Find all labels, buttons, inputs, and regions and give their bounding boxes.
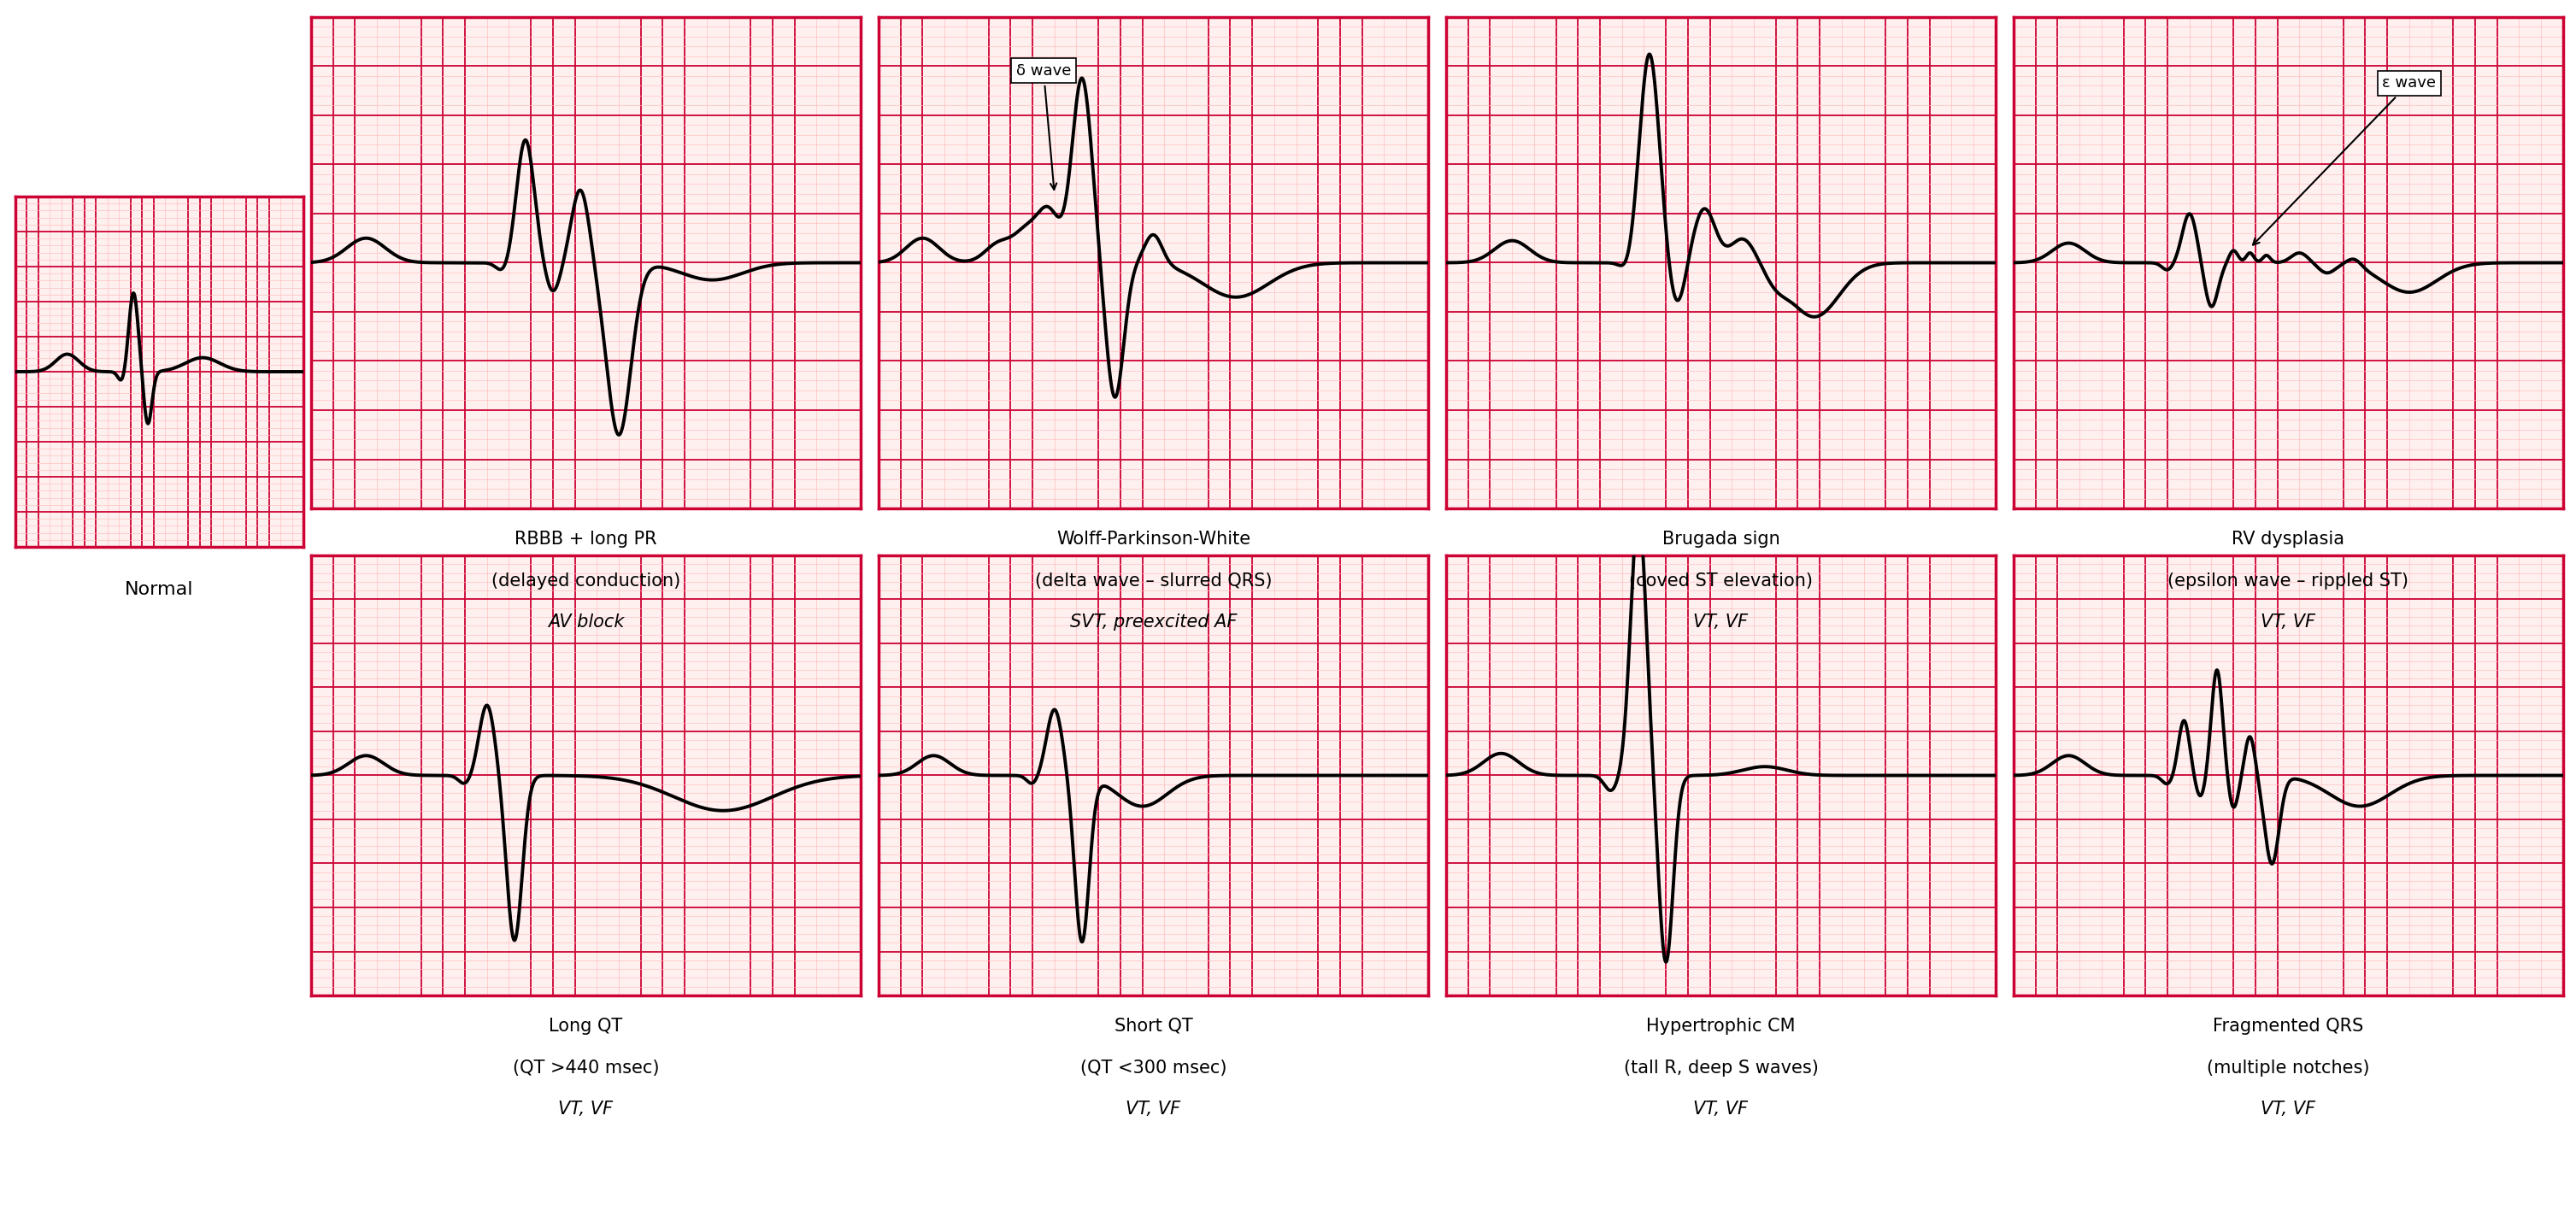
Text: Hypertrophic CM: Hypertrophic CM <box>1646 1017 1795 1034</box>
Text: VT, VF: VT, VF <box>1692 1101 1749 1118</box>
Text: (delayed conduction): (delayed conduction) <box>492 572 680 589</box>
Text: (tall R, deep S waves): (tall R, deep S waves) <box>1623 1059 1819 1076</box>
Text: (QT >440 msec): (QT >440 msec) <box>513 1059 659 1076</box>
Text: SVT, preexcited AF: SVT, preexcited AF <box>1069 614 1236 631</box>
Text: Brugada sign: Brugada sign <box>1662 530 1780 547</box>
Text: (QT <300 msec): (QT <300 msec) <box>1079 1059 1226 1076</box>
Text: Normal: Normal <box>126 582 193 599</box>
Text: RV dysplasia: RV dysplasia <box>2231 530 2344 547</box>
Text: δ wave: δ wave <box>1015 63 1072 190</box>
Text: ε wave: ε wave <box>2254 75 2437 245</box>
Text: Fragmented QRS: Fragmented QRS <box>2213 1017 2365 1034</box>
Text: Wolff-Parkinson-White: Wolff-Parkinson-White <box>1056 530 1249 547</box>
Text: Long QT: Long QT <box>549 1017 623 1034</box>
Text: Short QT: Short QT <box>1115 1017 1193 1034</box>
Text: VT, VF: VT, VF <box>1692 614 1749 631</box>
Text: (delta wave – slurred QRS): (delta wave – slurred QRS) <box>1036 572 1273 589</box>
Text: VT, VF: VT, VF <box>1126 1101 1180 1118</box>
Text: RBBB + long PR: RBBB + long PR <box>515 530 657 547</box>
Text: (multiple notches): (multiple notches) <box>2208 1059 2370 1076</box>
Text: VT, VF: VT, VF <box>559 1101 613 1118</box>
Text: VT, VF: VT, VF <box>2262 614 2316 631</box>
Text: (epsilon wave – rippled ST): (epsilon wave – rippled ST) <box>2169 572 2409 589</box>
Text: AV block: AV block <box>549 614 623 631</box>
Text: (coved ST elevation): (coved ST elevation) <box>1628 572 1814 589</box>
Text: VT, VF: VT, VF <box>2262 1101 2316 1118</box>
